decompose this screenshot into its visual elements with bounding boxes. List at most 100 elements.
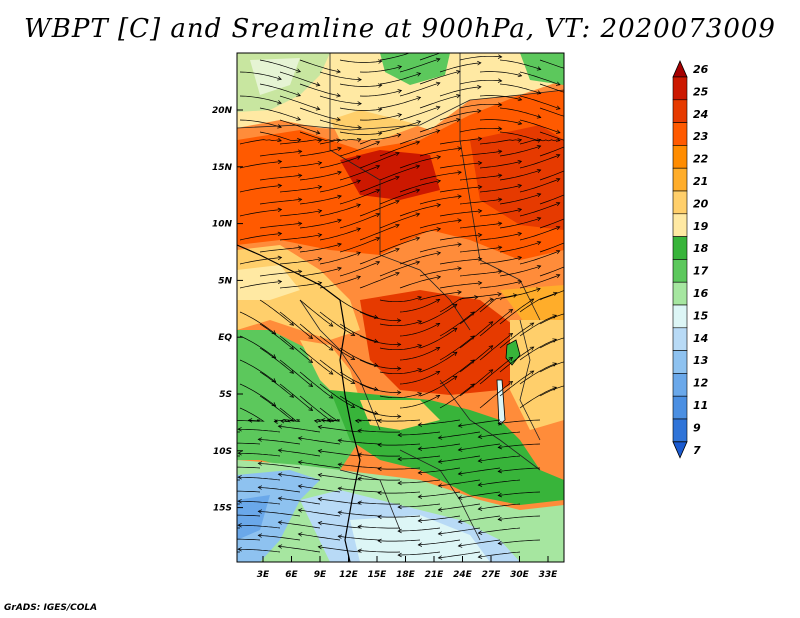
streamline-arrow [517,72,523,78]
streamline [438,431,481,439]
streamline [319,311,355,336]
streamline-arrow [456,69,461,75]
streamline [499,288,541,301]
streamline-arrow [477,256,483,262]
streamline [519,226,560,241]
streamline-arrow [277,76,282,81]
streamline [359,248,400,265]
streamline-arrow [517,231,523,237]
streamline [479,232,522,241]
colorbar-segment [672,213,688,237]
streamline-arrow [576,139,580,143]
streamline-arrow [575,236,579,240]
streamline [459,79,502,85]
streamline-arrow [497,197,503,202]
streamline [399,322,440,337]
streamline [319,228,361,241]
streamline [459,369,493,397]
streamline [379,320,422,327]
streamline-arrow [435,298,441,303]
streamline-arrow [536,114,542,119]
streamline-arrow [437,507,443,512]
streamline-arrow [456,117,461,123]
streamline-arrow [489,297,495,302]
streamline [479,71,522,77]
streamline-arrow [218,466,222,470]
streamline [238,476,281,481]
streamline [479,139,522,145]
streamline [379,392,422,399]
colorbar-label: 9 [693,421,701,434]
streamline-arrow [336,69,341,74]
streamline-arrow [457,495,463,500]
streamline-arrow [474,295,479,300]
streamline [239,71,282,80]
streamline [339,347,378,367]
streamline-arrow [576,334,580,338]
streamline [279,282,322,289]
streamline [279,210,322,217]
streamline [418,491,461,498]
streamline-arrow [477,184,483,190]
streamline-arrow [517,138,523,143]
streamline [399,370,440,385]
streamline-arrow [198,480,202,484]
streamline-arrow [555,105,561,110]
streamline [399,130,440,145]
streamline [359,383,401,393]
lat-label: 5N [218,276,232,286]
streamline-arrow [436,155,442,160]
coastline [237,244,361,562]
streamline-arrow [457,194,462,199]
streamline-arrow [536,240,542,246]
streamline [439,210,482,217]
streamline [379,296,422,303]
streamline [299,219,342,229]
streamline-arrow [497,444,503,450]
streamline-arrow [337,510,343,515]
streamline-arrow [395,223,400,229]
streamline [498,491,541,496]
streamline [319,156,361,169]
streamline-arrow [377,131,383,136]
streamline-arrow [317,257,323,262]
streamline-arrow [317,138,323,143]
streamline-arrow [356,275,361,280]
streamline [479,294,517,313]
streamline-arrow [415,164,421,169]
streamline [279,162,322,169]
streamline-arrow [452,303,458,308]
streamline [358,550,401,553]
streamline [279,258,322,265]
streamline-arrow [308,382,314,388]
streamline [259,270,302,277]
streamline-arrow [271,378,277,383]
streamline-arrow [417,494,423,499]
streamline [439,110,481,121]
streamline-arrow [336,117,341,122]
streamline [379,368,422,375]
colorbar-label: 22 [693,153,709,166]
streamline-arrow [417,470,423,475]
streamline-arrow [435,129,441,134]
streamline [278,425,321,433]
streamline [377,467,421,470]
streamline [519,292,558,313]
streamline-arrow [277,424,283,429]
streamline [379,141,420,157]
streamline-arrow [377,514,382,520]
streamline [259,131,301,142]
streamline-arrow [517,120,523,126]
streamline-arrow [277,544,283,549]
streamline-arrow [416,120,422,125]
streamline-arrow [377,83,383,88]
streamline [259,323,294,350]
streamline-arrow [357,125,362,130]
streamline-arrow [277,183,283,189]
streamline-arrow [396,414,402,419]
streamline [439,86,481,97]
streamline [399,156,441,169]
streamline [399,252,441,265]
streamline-arrow [317,520,323,526]
streamline-arrow [289,369,295,374]
